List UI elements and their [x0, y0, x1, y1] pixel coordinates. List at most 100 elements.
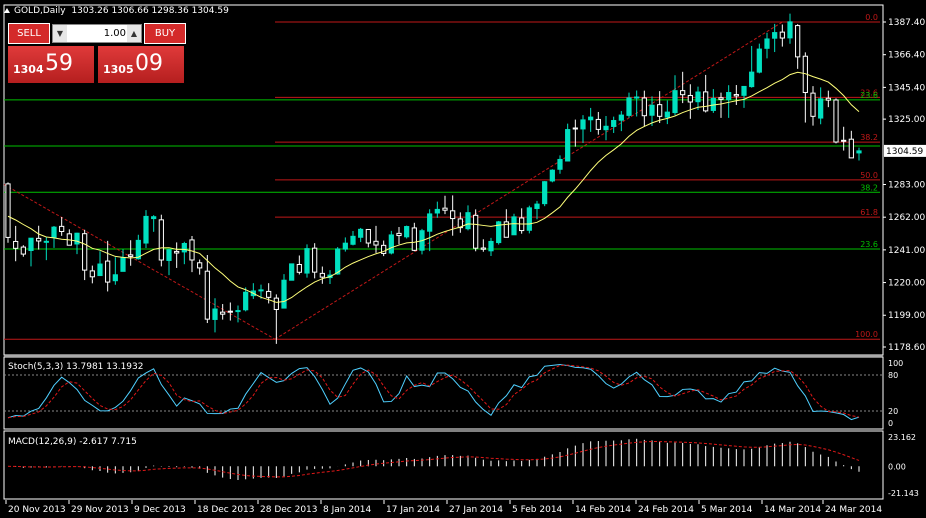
candle: [342, 237, 348, 252]
time-tick-label: 17 Jan 2014: [386, 505, 440, 515]
candle: [143, 210, 149, 249]
candle: [526, 205, 532, 234]
price-tick-label: 1283.00: [888, 181, 925, 191]
candle: [664, 100, 670, 125]
time-tick-label: 18 Dec 2013: [197, 505, 255, 515]
candle: [519, 208, 525, 234]
candle: [565, 123, 571, 162]
sell-price-button[interactable]: 1304 59: [8, 46, 94, 83]
ma-line: [7, 71, 860, 303]
time-tick-label: 8 Jan 2014: [323, 505, 371, 515]
price-tick-label: 1220.00: [888, 279, 925, 289]
candle: [411, 222, 417, 252]
candle: [841, 126, 847, 151]
fib-level-label: 100.0: [855, 330, 878, 339]
pane-frame: [3, 4, 884, 356]
candle: [434, 201, 440, 218]
candle: [618, 111, 624, 132]
candle: [151, 215, 157, 232]
sell-price-pips: 59: [45, 51, 73, 76]
candle: [825, 90, 831, 108]
candle: [657, 91, 663, 124]
candle: [557, 155, 563, 174]
candle: [335, 247, 341, 275]
candle: [5, 182, 11, 243]
candle: [181, 241, 187, 265]
candle: [687, 84, 693, 119]
fib-level-label: 23.6: [860, 88, 878, 97]
lot-increase-icon[interactable]: ▲: [127, 25, 141, 42]
candle: [304, 244, 310, 278]
fib-level-label: 61.8: [860, 208, 878, 217]
macd-indicator: 23.162 0.00 -21.143: [7, 433, 919, 498]
candle: [695, 86, 701, 110]
sell-price-prefix: 1304: [13, 63, 44, 76]
moving-average: [7, 71, 860, 303]
time-tick-label: 14 Mar 2014: [764, 505, 821, 515]
buy-button[interactable]: BUY: [144, 23, 186, 44]
macd-axis-label: 0.00: [888, 462, 906, 471]
price-tick-label: 1387.40: [888, 18, 925, 28]
lot-size-input[interactable]: [68, 26, 128, 41]
candle: [595, 111, 601, 135]
candle: [580, 115, 586, 143]
candle: [726, 85, 732, 118]
candle: [802, 52, 808, 123]
candle: [135, 234, 141, 260]
fib-level-label: 50.0: [860, 171, 878, 180]
lot-decrease-icon[interactable]: ▼: [53, 25, 67, 42]
symbol-label: GOLD,Daily: [14, 6, 66, 16]
stoch-axis-label: 100: [888, 359, 903, 368]
candle: [427, 209, 433, 252]
time-tick-label: 27 Jan 2014: [449, 505, 503, 515]
candle: [51, 226, 57, 248]
candle: [128, 240, 134, 266]
buy-price-button[interactable]: 1305 09: [98, 46, 184, 83]
candle: [36, 225, 42, 250]
sell-button[interactable]: SELL: [8, 23, 50, 44]
candle: [626, 92, 632, 118]
candle: [120, 249, 126, 272]
candle: [82, 229, 88, 281]
candle: [473, 209, 479, 252]
candle: [419, 228, 425, 255]
candle: [795, 24, 801, 69]
price-tick-label: 1366.40: [888, 51, 925, 61]
candle: [166, 248, 172, 276]
candle: [465, 205, 471, 231]
collapse-triangle-icon[interactable]: [4, 8, 10, 13]
fib-level-label: 0.0: [865, 13, 878, 22]
candle: [442, 195, 448, 215]
price-tick-label: 1262.00: [888, 213, 925, 223]
candle: [718, 92, 724, 118]
candle: [319, 266, 325, 284]
stoch-main-line: [7, 364, 860, 421]
candle: [733, 85, 739, 105]
candle: [588, 107, 594, 132]
stoch-axis-label: 80: [888, 371, 898, 380]
price-tick-label: 1178.60: [888, 343, 925, 353]
pane-frame: [3, 356, 884, 430]
candle: [312, 243, 318, 279]
stoch-label: Stoch(5,3,3) 13.7981 13.1932: [8, 362, 144, 372]
candle: [480, 239, 486, 252]
lot-size-stepper[interactable]: ▼ ▲: [52, 24, 142, 43]
pane-frame: [3, 430, 884, 500]
candle: [220, 304, 226, 320]
candle: [105, 240, 111, 292]
time-tick-label: 24 Feb 2014: [638, 505, 694, 515]
macd-axis-label: -21.143: [888, 489, 919, 498]
candle: [779, 24, 785, 47]
candle: [197, 259, 203, 275]
candle: [549, 169, 555, 183]
candle: [741, 85, 747, 108]
candle: [281, 274, 287, 309]
candle: [189, 236, 195, 273]
candle: [13, 225, 19, 262]
candle: [680, 71, 686, 104]
candle: [818, 87, 824, 125]
time-tick-label: 28 Dec 2013: [260, 505, 318, 515]
stoch-axis-label: 0: [888, 419, 893, 428]
